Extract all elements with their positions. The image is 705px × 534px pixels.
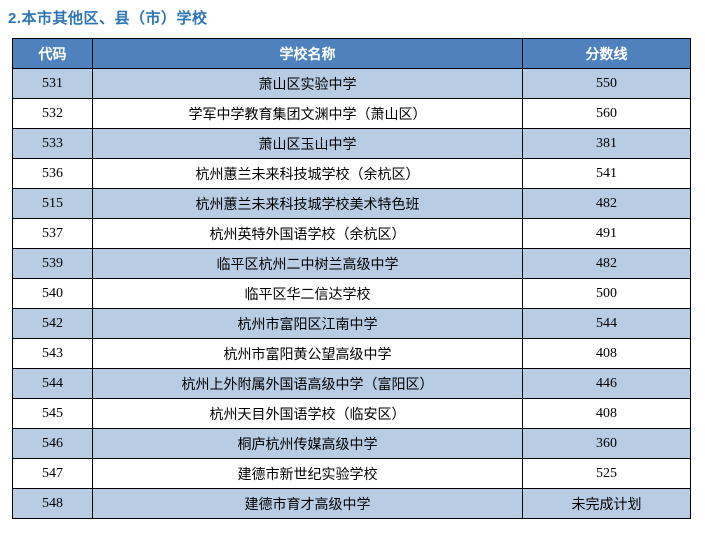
header-row: 代码 学校名称 分数线 xyxy=(12,38,691,69)
cell-school: 建德市育才高级中学 xyxy=(92,488,523,519)
cell-school: 萧山区玉山中学 xyxy=(92,128,523,159)
cell-school: 萧山区实验中学 xyxy=(92,68,523,99)
cell-code: 536 xyxy=(12,158,93,189)
cell-score: 541 xyxy=(522,158,691,189)
table-row: 533 萧山区玉山中学 381 xyxy=(12,128,691,159)
cell-score: 544 xyxy=(522,308,691,339)
cell-code: 545 xyxy=(12,398,93,429)
table-row: 545 杭州天目外国语学校（临安区） 408 xyxy=(12,398,691,429)
cell-code: 546 xyxy=(12,428,93,459)
cell-code: 531 xyxy=(12,68,93,99)
cell-school: 桐庐杭州传媒高级中学 xyxy=(92,428,523,459)
cell-score: 360 xyxy=(522,428,691,459)
cell-code: 544 xyxy=(12,368,93,399)
cell-code: 533 xyxy=(12,128,93,159)
table-row: 543 杭州市富阳黄公望高级中学 408 xyxy=(12,338,691,369)
cell-school: 杭州蕙兰未来科技城学校美术特色班 xyxy=(92,188,523,219)
cell-code: 532 xyxy=(12,98,93,129)
page-title: 2.本市其他区、县（市）学校 xyxy=(8,10,208,27)
cell-school: 杭州市富阳区江南中学 xyxy=(92,308,523,339)
column-header-code: 代码 xyxy=(12,38,93,69)
column-header-score: 分数线 xyxy=(522,38,691,69)
cell-score: 482 xyxy=(522,248,691,279)
cell-school: 临平区杭州二中树兰高级中学 xyxy=(92,248,523,279)
cell-score: 500 xyxy=(522,278,691,309)
cell-school: 杭州市富阳黄公望高级中学 xyxy=(92,338,523,369)
cell-code: 543 xyxy=(12,338,93,369)
cell-score: 491 xyxy=(522,218,691,249)
cell-school: 杭州上外附属外国语高级中学（富阳区） xyxy=(92,368,523,399)
cell-score: 550 xyxy=(522,68,691,99)
cell-school: 临平区华二信达学校 xyxy=(92,278,523,309)
cell-score: 560 xyxy=(522,98,691,129)
cell-score: 482 xyxy=(522,188,691,219)
cell-score: 381 xyxy=(522,128,691,159)
cell-code: 542 xyxy=(12,308,93,339)
table-row: 547 建德市新世纪实验学校 525 xyxy=(12,458,691,489)
table-header: 代码 学校名称 分数线 xyxy=(12,38,691,69)
column-header-school: 学校名称 xyxy=(92,38,523,69)
cell-score: 408 xyxy=(522,338,691,369)
table-row: 537 杭州英特外国语学校（余杭区） 491 xyxy=(12,218,691,249)
cell-score: 525 xyxy=(522,458,691,489)
table-row: 539 临平区杭州二中树兰高级中学 482 xyxy=(12,248,691,279)
cell-code: 547 xyxy=(12,458,93,489)
table-body: 531 萧山区实验中学 550 532 学军中学教育集团文渊中学（萧山区） 56… xyxy=(12,68,691,519)
table-row: 542 杭州市富阳区江南中学 544 xyxy=(12,308,691,339)
score-table: 代码 学校名称 分数线 531 萧山区实验中学 550 532 学军中学教育集团… xyxy=(12,38,691,519)
table-row: 536 杭州蕙兰未来科技城学校（余杭区） 541 xyxy=(12,158,691,189)
table-row: 531 萧山区实验中学 550 xyxy=(12,68,691,99)
cell-score: 未完成计划 xyxy=(522,488,691,519)
cell-school: 杭州天目外国语学校（临安区） xyxy=(92,398,523,429)
cell-code: 548 xyxy=(12,488,93,519)
table-row: 546 桐庐杭州传媒高级中学 360 xyxy=(12,428,691,459)
cell-code: 537 xyxy=(12,218,93,249)
table-row: 544 杭州上外附属外国语高级中学（富阳区） 446 xyxy=(12,368,691,399)
cell-school: 学军中学教育集团文渊中学（萧山区） xyxy=(92,98,523,129)
table-row: 548 建德市育才高级中学 未完成计划 xyxy=(12,488,691,519)
cell-school: 建德市新世纪实验学校 xyxy=(92,458,523,489)
cell-school: 杭州英特外国语学校（余杭区） xyxy=(92,218,523,249)
cell-score: 408 xyxy=(522,398,691,429)
table-row: 532 学军中学教育集团文渊中学（萧山区） 560 xyxy=(12,98,691,129)
cell-score: 446 xyxy=(522,368,691,399)
cell-code: 539 xyxy=(12,248,93,279)
cell-school: 杭州蕙兰未来科技城学校（余杭区） xyxy=(92,158,523,189)
table-row: 515 杭州蕙兰未来科技城学校美术特色班 482 xyxy=(12,188,691,219)
cell-code: 515 xyxy=(12,188,93,219)
table-row: 540 临平区华二信达学校 500 xyxy=(12,278,691,309)
cell-code: 540 xyxy=(12,278,93,309)
